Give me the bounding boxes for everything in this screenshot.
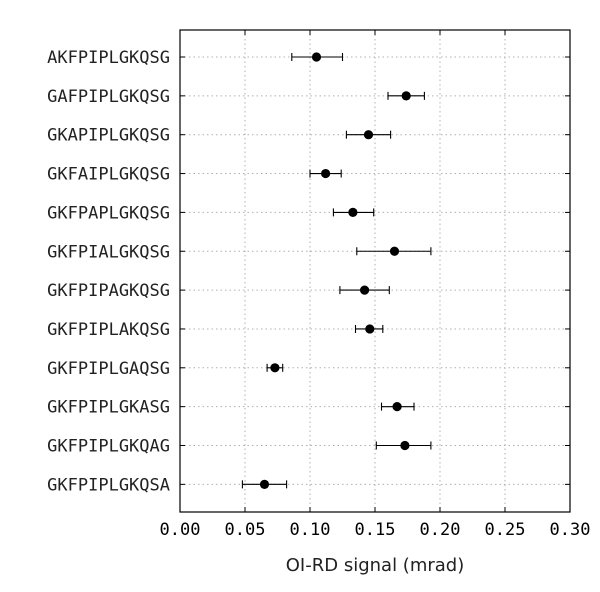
data-point	[321, 168, 331, 179]
data-point	[311, 52, 322, 62]
category-label: GKFPIPAGKQSG	[47, 281, 170, 301]
category-label: GKFAIPLGKQSG	[47, 165, 170, 185]
data-point	[389, 246, 400, 256]
category-label: AKFPIPLGKQSG	[47, 48, 170, 68]
x-tick-label: 0.15	[355, 520, 396, 540]
x-axis-ticks: 0.00 0.05 0.10 0.15 0.20 0.25 0.30	[160, 30, 591, 540]
x-tick-label: 0.20	[420, 520, 461, 540]
category-label: GKFPAPLGKQSG	[47, 203, 170, 223]
category-label: GAFPIPLGKQSG	[47, 87, 170, 107]
category-label: GKAPIPLGKQSG	[47, 126, 170, 146]
x-tick-label: 0.25	[485, 520, 526, 540]
x-tick-label: 0.10	[290, 520, 331, 540]
data-point	[259, 479, 270, 489]
category-label: GKFPIPLGKQAG	[47, 437, 170, 457]
x-tick-label: 0.00	[160, 520, 201, 540]
category-label: GKFPIPLGKQSA	[47, 475, 170, 495]
x-tick-label: 0.30	[550, 520, 591, 540]
x-axis-title: OI-RD signal (mrad)	[286, 555, 464, 576]
error-bars	[241, 53, 432, 489]
data-points	[259, 52, 411, 489]
data-point	[365, 324, 375, 334]
y-axis-labels: AKFPIPLGKQSG GAFPIPLGKQSG GKAPIPLGKQSG GKFA…	[47, 48, 170, 495]
category-label: GKFPIPLAKQSG	[47, 320, 170, 340]
data-point	[363, 130, 374, 140]
category-label: GKFPIPLGAQSG	[47, 359, 170, 379]
data-point	[400, 440, 410, 451]
data-point	[348, 207, 358, 217]
data-point	[270, 363, 280, 373]
category-label: GKFPIALGKQSG	[47, 242, 170, 262]
data-point	[360, 285, 370, 295]
category-label: GKFPIPLGKASG	[47, 398, 170, 418]
grid	[180, 30, 570, 512]
data-point	[392, 402, 402, 412]
x-tick-label: 0.05	[225, 520, 266, 540]
data-point	[401, 91, 411, 101]
